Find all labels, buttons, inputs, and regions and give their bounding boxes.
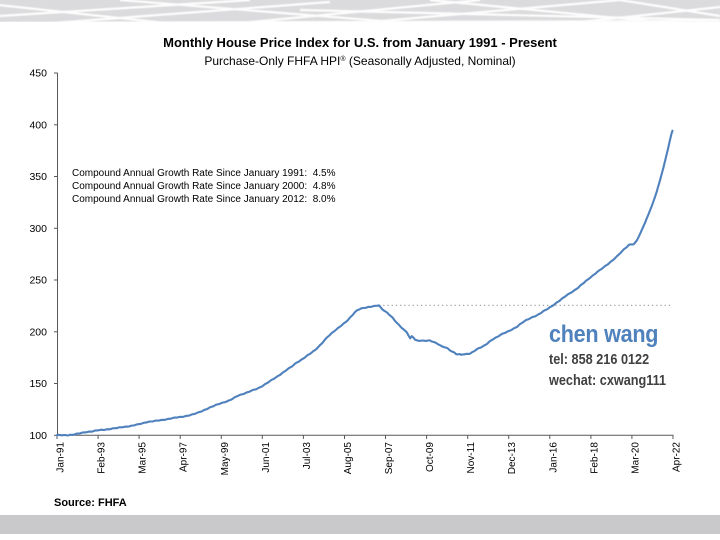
svg-text:200: 200: [29, 326, 47, 338]
svg-text:Oct-09: Oct-09: [425, 442, 436, 472]
svg-text:350: 350: [29, 171, 47, 183]
svg-text:Sep-07: Sep-07: [384, 442, 395, 475]
svg-text:100: 100: [29, 430, 47, 442]
svg-text:300: 300: [29, 223, 47, 235]
svg-text:Jun-01: Jun-01: [261, 442, 272, 473]
svg-text:400: 400: [29, 119, 47, 131]
svg-text:Feb-18: Feb-18: [589, 442, 600, 474]
svg-text:150: 150: [29, 378, 47, 390]
svg-text:Aug-05: Aug-05: [343, 442, 354, 475]
svg-text:450: 450: [29, 68, 47, 80]
svg-text:Apr-97: Apr-97: [179, 442, 190, 472]
svg-text:Mar-20: Mar-20: [630, 442, 641, 474]
svg-text:Jul-03: Jul-03: [302, 442, 313, 470]
svg-text:May-99: May-99: [220, 442, 231, 476]
svg-text:Jan-91: Jan-91: [56, 442, 67, 473]
svg-text:Mar-95: Mar-95: [138, 442, 149, 474]
svg-text:Dec-13: Dec-13: [507, 442, 518, 475]
svg-text:Jan-16: Jan-16: [548, 442, 559, 473]
svg-text:Nov-11: Nov-11: [466, 442, 477, 474]
svg-text:Feb-93: Feb-93: [97, 442, 108, 474]
svg-text:Apr-22: Apr-22: [672, 442, 683, 472]
svg-text:250: 250: [29, 275, 47, 287]
